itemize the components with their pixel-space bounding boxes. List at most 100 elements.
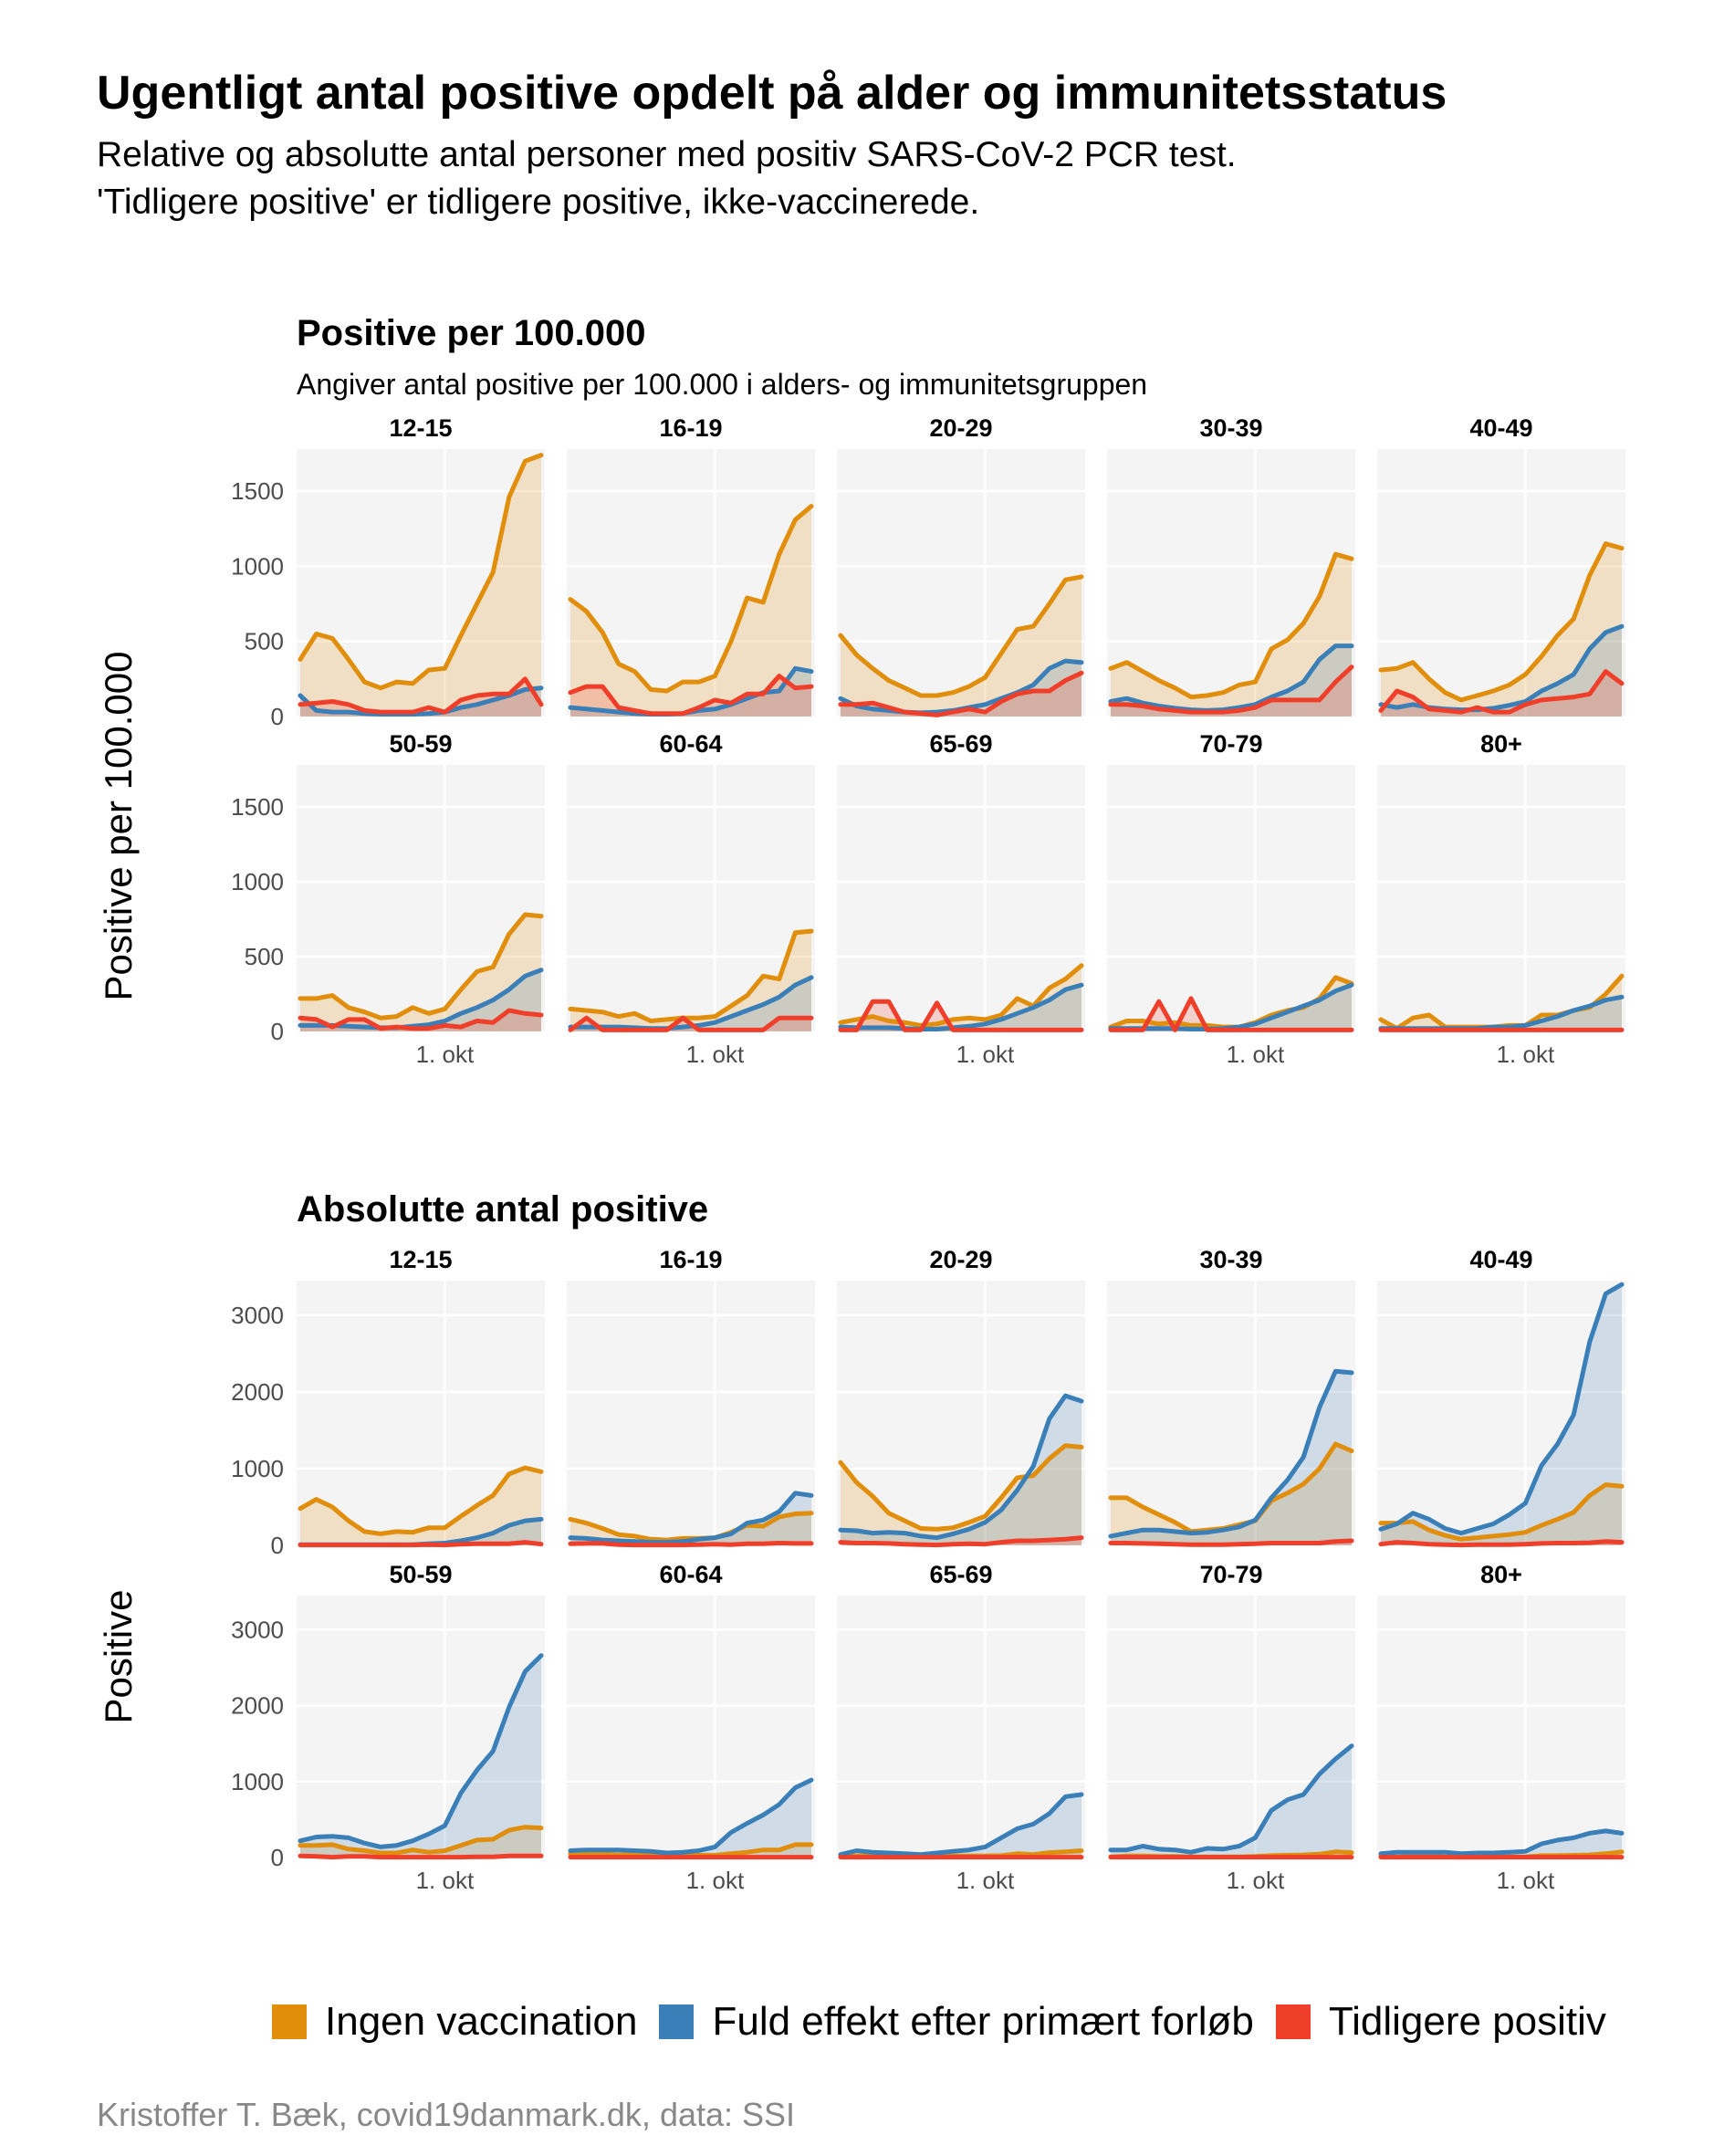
y-tick-label: 0 (271, 1532, 284, 1559)
facet-panel-80+: 80+ 1. okt (1377, 1561, 1625, 1894)
legend: Ingen vaccination Fuld effekt efter prim… (272, 1990, 1628, 2054)
series-line (838, 1443, 1084, 1532)
facet-panel-70-79: 70-79 1. okt (1107, 1561, 1355, 1894)
series-line (568, 1541, 814, 1548)
series-area (570, 1780, 811, 1858)
facet-panel-50-59: 50-59 0 500 1000 1500 1. okt (231, 730, 545, 1068)
panel-background (1107, 449, 1355, 717)
facet-label: 65-69 (929, 1561, 992, 1588)
facet-panel-12-15: 12-15 0 500 1000 1500 (231, 414, 545, 730)
facet-panel-65-69: 65-69 1. okt (837, 1561, 1085, 1894)
facet-label: 20-29 (929, 1246, 992, 1273)
panel-background (1377, 1596, 1625, 1858)
x-tick-label: 1. okt (1497, 1867, 1555, 1894)
series-area (1381, 1484, 1622, 1545)
legend-swatch (1275, 2004, 1311, 2039)
facet-label: 50-59 (389, 1561, 452, 1588)
series-line (838, 1535, 1084, 1548)
series-area (300, 455, 541, 717)
x-tick-label: 1. okt (1227, 1041, 1285, 1068)
series-area (1111, 666, 1352, 717)
series-line (838, 670, 1084, 717)
panel-background (567, 1281, 815, 1545)
series-area (300, 915, 541, 1031)
series-area (1111, 1444, 1352, 1545)
series-area (570, 1844, 811, 1858)
facet-panel-30-39: 30-39 (1107, 414, 1355, 718)
facet-panel-40-49: 40-49 (1377, 1246, 1625, 1548)
facet-label: 60-64 (659, 730, 722, 758)
x-tick-label: 1. okt (416, 1867, 475, 1894)
facet-panel-60-64: 60-64 1. okt (567, 730, 815, 1068)
series-line (838, 963, 1084, 1028)
series-area (841, 661, 1081, 717)
facet-label: 30-39 (1199, 414, 1262, 442)
series-area (841, 1795, 1081, 1858)
legend-swatch (272, 2004, 307, 2039)
facet-label: 40-49 (1469, 414, 1532, 442)
y-tick-label: 2000 (231, 1692, 284, 1720)
series-line (298, 453, 544, 691)
series-area (1381, 626, 1622, 717)
series-line (568, 504, 814, 694)
y-tick-label: 500 (245, 628, 284, 655)
chart-title: Ugentligt antal positive opdelt på alder… (97, 67, 1447, 120)
series-area (300, 969, 541, 1031)
facet-panel-60-64: 60-64 1. okt (567, 1561, 815, 1894)
x-tick-label: 1. okt (1227, 1867, 1285, 1894)
x-tick-label: 1. okt (956, 1041, 1015, 1068)
series-area (570, 506, 811, 717)
series-area (1111, 985, 1352, 1031)
legend-label: Fuld effekt efter primært forløb (712, 1999, 1254, 2044)
series-area (570, 1492, 811, 1545)
facet-label: 70-79 (1199, 730, 1262, 758)
chart-subtitle-line-1: Relative og absolutte antal personer med… (97, 135, 1237, 174)
series-line (1108, 1368, 1354, 1539)
panel-background (1377, 765, 1625, 1031)
panel-background (297, 1281, 545, 1545)
series-line (298, 1825, 544, 1856)
series-area (1381, 671, 1622, 717)
series-line (298, 1853, 544, 1860)
facet-label: 50-59 (389, 730, 452, 758)
series-area (1111, 1745, 1352, 1858)
series-area (841, 576, 1081, 717)
series-line (1378, 1482, 1625, 1542)
series-area (300, 1826, 541, 1858)
series-line (1108, 665, 1354, 715)
series-line (1378, 1828, 1625, 1857)
series-area (841, 965, 1081, 1031)
panel-background (1107, 765, 1355, 1031)
series-line (298, 1653, 544, 1849)
facet-label: 40-49 (1469, 1246, 1532, 1273)
series-line (1108, 644, 1354, 713)
x-tick-label: 1. okt (686, 1867, 745, 1894)
y-tick-label: 0 (271, 703, 284, 730)
series-line (1378, 669, 1625, 715)
facet-panel-16-19: 16-19 (567, 1246, 815, 1548)
x-tick-label: 1. okt (686, 1041, 745, 1068)
y-tick-label: 1000 (231, 552, 284, 580)
series-line (568, 1777, 814, 1856)
facet-panel-20-29: 20-29 (837, 1246, 1085, 1548)
series-area (570, 977, 811, 1031)
facet-label: 80+ (1480, 1561, 1522, 1588)
panel-background (837, 1596, 1085, 1858)
panel-background (567, 1596, 815, 1858)
series-line (838, 1792, 1084, 1858)
legend-item-fuld-effekt: Fuld effekt efter primært forløb (659, 1999, 1254, 2045)
series-area (1381, 1830, 1622, 1858)
source-caption: Kristoffer T. Bæk, covid19danmark.dk, da… (97, 2096, 796, 2133)
series-area (841, 673, 1081, 717)
series-area (300, 687, 541, 717)
series-area (300, 678, 541, 717)
series-line (1378, 1539, 1625, 1548)
y-tick-label: 1500 (231, 793, 284, 821)
y-tick-label: 2000 (231, 1378, 284, 1406)
series-line (1378, 1282, 1625, 1536)
panel-background (837, 765, 1085, 1031)
series-line (1378, 623, 1625, 713)
series-line (1108, 1538, 1354, 1547)
facet-panel-70-79: 70-79 1. okt (1107, 730, 1355, 1068)
